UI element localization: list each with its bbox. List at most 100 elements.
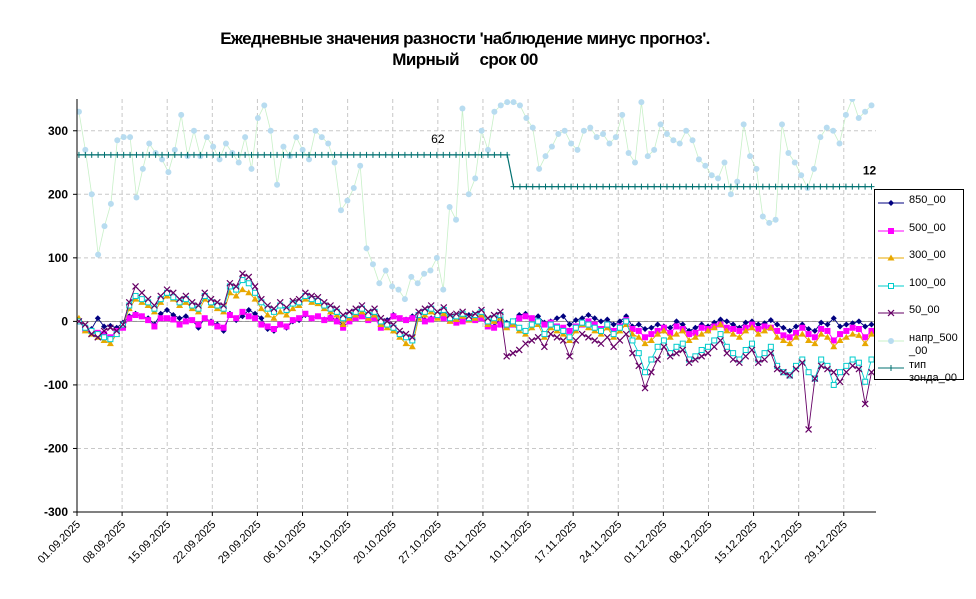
data-point <box>740 121 747 128</box>
data-point <box>629 337 636 344</box>
data-point <box>780 324 787 331</box>
data-point <box>528 315 535 322</box>
data-point <box>440 303 448 311</box>
data-point <box>774 321 781 328</box>
data-point <box>663 183 670 190</box>
data-point <box>767 349 775 357</box>
data-point <box>673 349 680 357</box>
data-point <box>598 318 605 325</box>
data-point <box>695 156 702 163</box>
data-point <box>811 340 819 347</box>
data-point <box>734 183 741 190</box>
data-point <box>312 127 319 134</box>
data-point <box>606 183 613 190</box>
data-point <box>306 156 313 163</box>
data-point <box>139 151 146 158</box>
data-point <box>708 172 715 179</box>
data-point <box>616 337 624 344</box>
data-point <box>132 292 139 299</box>
data-point <box>440 286 447 293</box>
data-point <box>358 313 365 320</box>
data-point <box>293 134 300 141</box>
data-point <box>692 329 699 336</box>
data-point <box>578 330 586 338</box>
data-point <box>792 333 800 340</box>
data-point <box>363 245 370 252</box>
data-point <box>561 183 568 190</box>
data-point <box>264 323 271 330</box>
data-point <box>491 108 498 115</box>
data-point <box>785 183 792 190</box>
data-point <box>239 308 246 315</box>
data-point <box>686 331 693 338</box>
data-point <box>382 267 389 274</box>
data-point <box>642 326 649 333</box>
x-tick-label: 22.09.2025 <box>171 519 218 566</box>
data-point <box>736 327 743 334</box>
data-point <box>536 183 543 190</box>
data-point <box>843 327 850 334</box>
data-point <box>95 151 102 158</box>
data-point <box>568 140 575 147</box>
data-point <box>541 331 548 338</box>
data-point <box>868 102 875 109</box>
y-tick-label: 200 <box>48 187 68 201</box>
data-point <box>587 183 594 190</box>
data-point <box>698 324 705 331</box>
data-point <box>553 315 560 322</box>
data-point <box>344 197 351 204</box>
data-point <box>289 297 297 305</box>
data-point <box>842 111 849 118</box>
data-point <box>371 305 378 313</box>
data-point <box>254 151 261 158</box>
x-tick-label: 01.12.2025 <box>622 519 669 566</box>
data-point <box>277 321 284 328</box>
data-point <box>837 369 844 376</box>
data-point <box>318 151 325 158</box>
data-point <box>165 169 172 176</box>
data-point <box>717 331 724 338</box>
data-point <box>862 334 869 341</box>
data-point <box>339 321 347 328</box>
data-point <box>389 283 396 290</box>
data-point <box>125 298 133 306</box>
data-point <box>440 151 447 158</box>
data-point <box>663 130 670 137</box>
data-point <box>226 279 234 287</box>
data-point <box>302 310 309 317</box>
data-point <box>572 324 579 331</box>
data-point <box>836 336 844 343</box>
legend-label: 500_00 <box>909 221 946 234</box>
data-point <box>276 298 284 306</box>
data-point <box>325 140 332 147</box>
series-line <box>78 99 872 301</box>
data-point <box>536 165 543 172</box>
y-tick-label: -300 <box>44 505 68 519</box>
legend-swatch <box>878 282 904 289</box>
data-point <box>295 295 303 303</box>
data-point <box>691 333 699 340</box>
data-point <box>107 322 114 329</box>
x-tick-label: 10.11.2025 <box>487 519 534 566</box>
data-point <box>755 326 762 333</box>
data-point <box>484 146 491 153</box>
data-point <box>427 267 434 274</box>
legend-swatch <box>878 254 904 261</box>
data-point <box>842 368 850 376</box>
data-point <box>566 327 573 334</box>
data-point <box>182 318 189 325</box>
data-point <box>516 324 523 331</box>
data-point <box>818 356 825 363</box>
data-point <box>849 330 857 337</box>
data-point <box>408 343 416 350</box>
data-point <box>352 315 359 322</box>
data-point <box>888 365 894 371</box>
x-tick-label: 24.11.2025 <box>578 519 625 566</box>
data-point <box>203 134 210 141</box>
data-point <box>742 352 750 360</box>
data-point <box>195 302 202 309</box>
data-point <box>252 289 259 296</box>
data-point <box>753 183 760 190</box>
data-point <box>264 311 272 318</box>
data-point <box>547 330 555 338</box>
